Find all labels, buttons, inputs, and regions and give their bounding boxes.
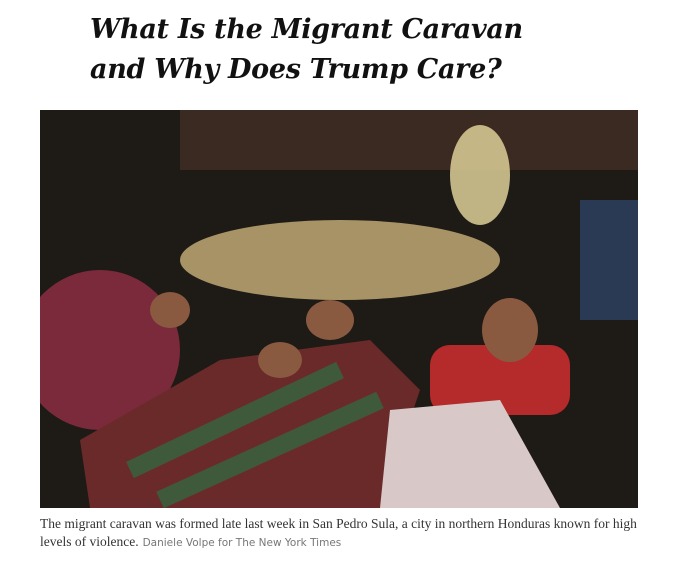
photo — [40, 110, 638, 508]
photo-person — [580, 200, 638, 320]
photo-stripes — [126, 361, 384, 508]
headline: What Is the Migrant Caravan and Why Does… — [90, 10, 523, 90]
caption-text: The migrant caravan was formed late last… — [40, 516, 637, 549]
photo-person — [150, 292, 190, 328]
photo-person — [430, 345, 570, 415]
photo-sheet — [380, 400, 560, 508]
photo-person — [306, 300, 354, 340]
headline-line: and Why Does Trump Care? — [90, 54, 502, 85]
photo-person — [450, 125, 510, 225]
photo-blanket — [180, 220, 500, 300]
photo-wall — [180, 110, 638, 170]
headline-line: What Is the Migrant Caravan — [90, 14, 523, 45]
photo-person — [258, 342, 302, 378]
photo-blanket — [40, 270, 180, 430]
photo-person — [482, 298, 538, 362]
caption: The migrant caravan was formed late last… — [40, 515, 640, 552]
photo-credit: Daniele Volpe for The New York Times — [142, 537, 342, 549]
